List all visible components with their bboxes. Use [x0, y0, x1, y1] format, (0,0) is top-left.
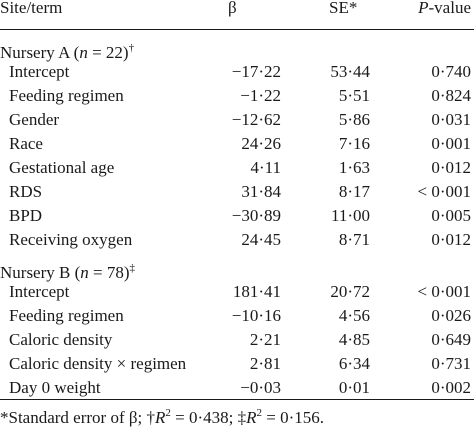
- term-cell: Intercept: [9, 282, 70, 301]
- table-row: Day 0 weight −0·03 0·01 0·002: [0, 376, 474, 400]
- beta-cell: 181·41: [232, 282, 281, 301]
- footnote-sq2: 2: [256, 407, 263, 419]
- se-cell: 0·01: [338, 378, 370, 397]
- beta-cell: 24·26: [241, 134, 281, 153]
- se-cell: 53·44: [330, 62, 370, 81]
- beta-cell: 4·11: [250, 158, 281, 177]
- table-row: Gestational age 4·11 1·63 0·012: [0, 156, 474, 180]
- table-footnote: *Standard error of β; †R2 = 0·438; ‡R2 =…: [0, 401, 325, 427]
- table-row: Intercept −17·22 53·44 0·740: [0, 60, 474, 84]
- term-cell: Feeding regimen: [9, 306, 124, 325]
- section-n-symbol: n: [79, 43, 88, 62]
- section-label-prefix: Nursery A (: [0, 43, 80, 62]
- term-cell: Caloric density: [9, 330, 113, 349]
- se-cell: 5·86: [338, 110, 370, 129]
- section-mark: †: [128, 42, 135, 54]
- p-value-cell: < 0·001: [417, 282, 472, 301]
- se-cell: 7·16: [338, 134, 370, 153]
- term-cell: RDS: [9, 182, 43, 201]
- se-cell: 5·51: [338, 86, 370, 105]
- section-heading-nursery-b: Nursery B (n = 78)‡: [0, 256, 136, 282]
- footnote-sq: 2: [165, 407, 171, 419]
- term-cell: Race: [9, 134, 43, 153]
- term-cell: Gestational age: [9, 158, 115, 177]
- section-n-symbol: n: [80, 263, 89, 282]
- header-p-value: P-value: [418, 0, 471, 20]
- se-cell: 11·00: [330, 206, 370, 225]
- table-row: Caloric density × regimen 2·81 6·34 0·73…: [0, 352, 474, 376]
- table-row: Intercept 181·41 20·72 < 0·001: [0, 280, 474, 304]
- beta-cell: −30·89: [231, 206, 281, 225]
- header-row: Site/term β SE* P-value: [0, 0, 474, 20]
- p-value-cell: 0·026: [431, 306, 471, 325]
- p-value-cell: 0·824: [431, 86, 471, 105]
- section-label-prefix: Nursery B (: [0, 263, 81, 282]
- beta-cell: −10·16: [231, 306, 281, 325]
- beta-cell: −0·03: [240, 378, 281, 397]
- term-cell: Intercept: [9, 62, 70, 81]
- table-row: Feeding regimen −10·16 4·56 0·026: [0, 304, 474, 328]
- term-cell: Receiving oxygen: [9, 230, 133, 249]
- section-label-n: = 22): [87, 43, 129, 62]
- se-cell: 8·71: [338, 230, 370, 249]
- table-row: BPD −30·89 11·00 0·005: [0, 204, 474, 228]
- beta-cell: 24·45: [241, 230, 281, 249]
- header-p-rest: -value: [428, 0, 471, 17]
- se-cell: 6·34: [338, 354, 370, 373]
- p-value-cell: 0·740: [431, 62, 471, 81]
- se-cell: 4·56: [338, 306, 370, 325]
- header-site-term: Site/term: [0, 0, 63, 17]
- p-value-cell: < 0·001: [417, 182, 472, 201]
- p-value-cell: 0·731: [431, 354, 471, 373]
- bottom-rule: [0, 399, 474, 400]
- p-value-cell: 0·012: [431, 158, 471, 177]
- section-heading-nursery-a: Nursery A (n = 22)†: [0, 36, 135, 62]
- beta-cell: −17·22: [231, 62, 281, 81]
- table-row: Gender −12·62 5·86 0·031: [0, 108, 474, 132]
- term-cell: BPD: [9, 206, 43, 225]
- se-cell: 8·17: [338, 182, 370, 201]
- p-value-cell: 0·005: [431, 206, 471, 225]
- p-value-cell: 0·001: [431, 134, 471, 153]
- beta-cell: −12·62: [231, 110, 281, 129]
- term-cell: Caloric density × regimen: [9, 354, 187, 373]
- se-cell: 1·63: [338, 158, 370, 177]
- table-row: Receiving oxygen 24·45 8·71 0·012: [0, 228, 474, 252]
- p-value-cell: 0·002: [431, 378, 471, 397]
- section-mark: ‡: [129, 262, 136, 274]
- se-cell: 4·85: [338, 330, 370, 349]
- header-se: SE*: [329, 0, 358, 17]
- footnote-r2: R: [246, 408, 257, 427]
- section-label-n: = 78): [88, 263, 130, 282]
- beta-cell: 2·81: [249, 354, 281, 373]
- table-row: Feeding regimen −1·22 5·51 0·824: [0, 84, 474, 108]
- table-row: Caloric density 2·21 4·85 0·649: [0, 328, 474, 352]
- beta-cell: −1·22: [240, 86, 281, 105]
- table-row: RDS 31·84 8·17 < 0·001: [0, 180, 474, 204]
- term-cell: Gender: [9, 110, 60, 129]
- header-p-letter: P: [418, 0, 429, 17]
- header-beta: β: [228, 0, 237, 17]
- se-cell: 20·72: [330, 282, 370, 301]
- term-cell: Day 0 weight: [9, 378, 101, 397]
- term-cell: Feeding regimen: [9, 86, 124, 105]
- beta-cell: 2·21: [249, 330, 281, 349]
- table-row: Race 24·26 7·16 0·001: [0, 132, 474, 156]
- p-value-cell: 0·012: [431, 230, 471, 249]
- footnote-dagger: †: [146, 408, 156, 427]
- p-value-cell: 0·649: [431, 330, 471, 349]
- footnote-eq2: = 0·156.: [262, 408, 325, 427]
- p-value-cell: 0·031: [431, 110, 471, 129]
- footnote-ddagger: ‡: [237, 408, 247, 427]
- footnote-r: R: [155, 408, 166, 427]
- beta-cell: 31·84: [241, 182, 281, 201]
- footnote-se: *Standard error of β;: [0, 408, 147, 427]
- header-rule: [0, 29, 474, 30]
- footnote-eq1: = 0·438;: [170, 408, 238, 427]
